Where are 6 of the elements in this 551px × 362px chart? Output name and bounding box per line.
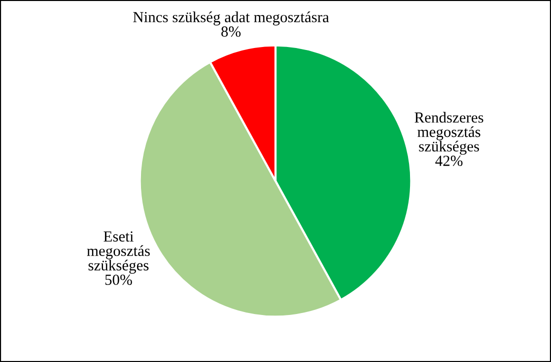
data-label: 42% bbox=[435, 156, 462, 166]
data-label: 8% bbox=[221, 26, 241, 37]
data-label: 50% bbox=[105, 274, 132, 285]
slice-label: Eseti megosztás szükséges bbox=[87, 231, 150, 274]
slice-label: Nincs szükség adat megosztásra bbox=[133, 12, 329, 26]
slice-label: Rendszeres megosztás szükséges bbox=[414, 112, 484, 155]
